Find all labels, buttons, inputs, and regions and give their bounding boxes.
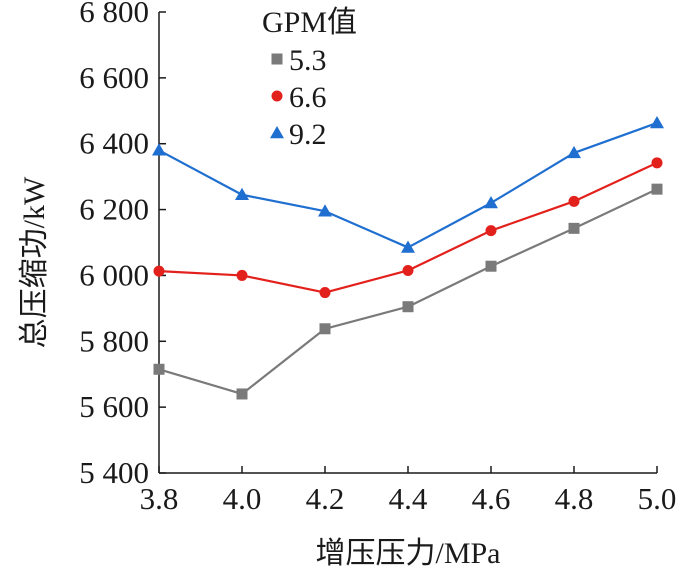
data-point [236,269,248,281]
x-tick-label: 5.0 [638,481,677,516]
data-point [153,265,165,277]
y-ticks: 5 400 5 600 5 800 6 000 6 200 6 400 6 600 6 800 [79,0,166,490]
y-tick-label: 5 600 [79,389,149,424]
series-6.6 [153,157,663,299]
y-tick-label: 6 600 [79,60,149,95]
data-point [402,264,414,276]
series-9.2 [152,115,664,253]
series-line [158,121,658,249]
data-point [402,301,414,313]
legend-marker [271,53,283,65]
x-tick-label: 4.6 [472,481,511,516]
data-point [319,287,331,299]
data-point [235,187,249,201]
data-point [568,222,580,234]
data-point [153,363,165,375]
y-tick-label: 5 800 [79,323,149,358]
data-point [401,240,415,253]
data-point [485,260,497,272]
series-5.3 [153,183,663,400]
y-tick-label: 6 200 [79,192,149,227]
data-point [650,115,664,129]
x-tick-label: 4.8 [555,481,594,516]
data-point [651,157,663,169]
legend-label: 9.2 [289,118,327,151]
data-point [236,388,248,400]
legend-marker [270,126,284,139]
x-tick-label: 4.4 [389,481,428,516]
y-tick-label: 6 800 [79,0,149,29]
y-tick-label: 5 400 [79,455,149,490]
x-ticks: 3.8 4.0 4.2 4.4 4.6 4.8 5.0 [140,466,677,516]
legend-label: 5.3 [289,44,327,77]
data-point [319,323,331,335]
legend-label: 6.6 [289,81,327,114]
x-tick-label: 4.2 [306,481,345,516]
y-tick-label: 6 000 [79,257,149,292]
x-tick-label: 3.8 [140,481,179,516]
x-tick-label: 4.0 [223,481,262,516]
x-axis-title: 增压压力/MPa [315,537,500,570]
legend: GPM值 5.3 6.6 9.2 [262,6,357,151]
data-point [484,195,498,209]
data-point [567,145,581,159]
data-point [318,204,332,217]
data-point [152,143,166,156]
data-point [485,225,497,237]
y-axis-title: 总压缩功/kW [18,176,51,348]
legend-marker [271,90,283,102]
data-point [568,195,580,207]
legend-title: GPM值 [262,6,357,39]
series-layer [152,115,664,400]
series-line [158,188,658,396]
data-point [651,183,663,195]
y-tick-label: 6 400 [79,126,149,161]
